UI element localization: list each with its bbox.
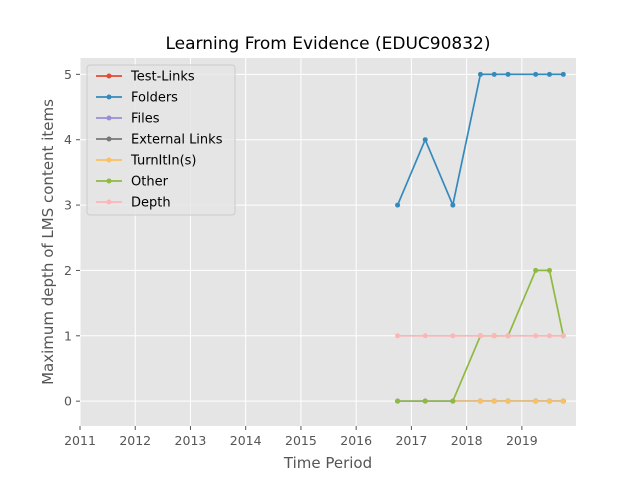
data-point-folders <box>533 71 539 77</box>
data-point-depth <box>560 333 566 339</box>
legend-marker <box>106 136 112 142</box>
legend-marker <box>106 94 112 100</box>
legend-box <box>86 64 236 216</box>
y-tick-label: 0 <box>64 394 72 409</box>
legend-label: TurnItIn(s) <box>130 154 196 169</box>
y-axis-label: Maximum depth of LMS content items <box>39 99 57 385</box>
data-point-turnitin-s <box>533 398 539 404</box>
x-tick-label: 2011 <box>64 433 96 448</box>
data-point-folders <box>546 71 552 77</box>
y-tick-label: 4 <box>64 132 72 147</box>
data-point-depth <box>477 333 483 339</box>
series-group <box>395 71 566 404</box>
legend-label: Folders <box>131 91 178 106</box>
legend-label: Depth <box>131 196 171 211</box>
data-point-other <box>450 398 456 404</box>
x-tick-label: 2017 <box>395 433 427 448</box>
data-point-folders <box>477 71 483 77</box>
x-tick-label: 2019 <box>506 433 538 448</box>
data-point-other <box>422 398 428 404</box>
data-point-turnitin-s <box>560 398 566 404</box>
data-point-folders <box>450 202 456 208</box>
legend-label: External Links <box>131 133 223 148</box>
series-folders <box>395 71 566 208</box>
data-point-depth <box>450 333 456 339</box>
data-point-turnitin-s <box>477 398 483 404</box>
x-tick-label: 2014 <box>230 433 262 448</box>
x-tick-label: 2018 <box>451 433 483 448</box>
legend: Test-Links Folders Files External Links Turn… <box>86 64 236 216</box>
series-depth <box>395 333 566 339</box>
data-point-depth <box>533 333 539 339</box>
data-point-folders <box>505 71 511 77</box>
y-axis-ticks: 0 1 2 3 4 5 <box>64 67 80 409</box>
chart-title: Learning From Evidence (EDUC90832) <box>166 34 491 54</box>
data-point-folders <box>395 202 401 208</box>
y-tick-label: 3 <box>64 198 72 213</box>
legend-label: Test-Links <box>130 70 195 85</box>
data-point-turnitin-s <box>546 398 552 404</box>
legend-marker <box>106 199 112 205</box>
legend-marker <box>106 115 112 121</box>
x-axis-ticks: 2011 2012 2013 2014 2015 2016 2017 2018 2019 <box>64 426 538 448</box>
legend-item: Files <box>96 112 160 127</box>
legend-label: Other <box>131 175 169 190</box>
legend-marker <box>106 178 112 184</box>
data-point-depth <box>491 333 497 339</box>
x-tick-label: 2015 <box>285 433 317 448</box>
legend-marker <box>106 73 112 79</box>
x-tick-label: 2013 <box>175 433 207 448</box>
legend-item: Other <box>96 175 169 190</box>
legend-item: Test-Links <box>96 70 195 85</box>
legend-label: Files <box>131 112 160 127</box>
data-point-other <box>395 398 401 404</box>
legend-item: Folders <box>96 91 178 106</box>
y-tick-label: 1 <box>64 328 72 343</box>
data-point-folders <box>560 71 566 77</box>
data-point-depth <box>505 333 511 339</box>
data-point-other <box>546 267 552 273</box>
x-tick-label: 2012 <box>119 433 151 448</box>
y-tick-label: 5 <box>64 67 72 82</box>
x-tick-label: 2016 <box>340 433 372 448</box>
legend-item: TurnItIn(s) <box>96 154 196 169</box>
legend-item: External Links <box>96 133 223 148</box>
data-point-depth <box>546 333 552 339</box>
legend-marker <box>106 157 112 163</box>
legend-item: Depth <box>96 196 171 211</box>
data-point-folders <box>491 71 497 77</box>
x-axis-label: Time Period <box>283 454 372 472</box>
data-point-turnitin-s <box>505 398 511 404</box>
y-tick-label: 2 <box>64 263 72 278</box>
data-point-depth <box>395 333 401 339</box>
data-point-folders <box>422 137 428 143</box>
data-point-turnitin-s <box>491 398 497 404</box>
data-point-depth <box>422 333 428 339</box>
data-point-other <box>533 267 539 273</box>
